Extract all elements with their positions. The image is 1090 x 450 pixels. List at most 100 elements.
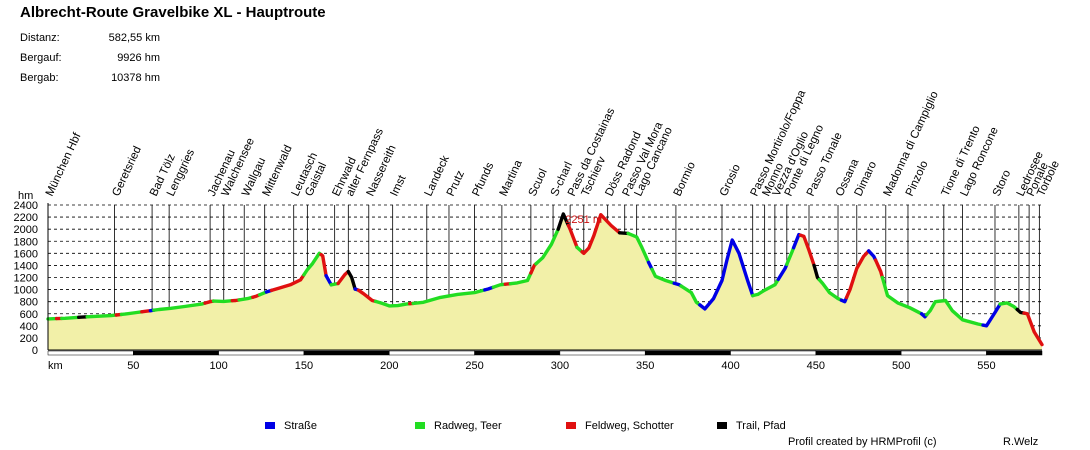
waypoint-label: München Hbf	[44, 130, 84, 198]
y-tick-label: 1200	[14, 273, 38, 285]
descent-value: 10378 hm	[111, 72, 160, 84]
x-tick-label: 450	[807, 360, 825, 372]
y-tick-label: 800	[20, 297, 38, 309]
surface-segment-radweg	[211, 299, 235, 304]
x-axis-label: km	[48, 360, 63, 372]
x-tick-label: 300	[551, 360, 569, 372]
surface-segment-radweg	[411, 288, 487, 306]
distance-value: 582,55 km	[108, 32, 160, 44]
surface-segment-feldweg	[356, 288, 378, 304]
legend-swatch-feldweg	[566, 422, 576, 429]
scale-bar-segment	[303, 350, 390, 356]
y-tick-label: 2000	[14, 224, 38, 236]
scale-bar-segment	[986, 350, 1043, 356]
scale-bar-segment	[815, 350, 902, 356]
surface-segment-feldweg	[580, 212, 622, 256]
surface-segment-radweg	[373, 299, 412, 308]
legend-swatch-trail	[717, 422, 727, 429]
surface-segment-radweg	[650, 267, 676, 285]
x-tick-label: 200	[380, 360, 398, 372]
scale-bar-segment	[389, 350, 475, 356]
x-tick-label: 400	[721, 360, 739, 372]
scale-bar-segment	[644, 350, 731, 356]
waypoint-label: Geretsried	[110, 145, 144, 199]
scale-bar-segment	[474, 350, 561, 356]
y-tick-label: 0	[32, 345, 38, 357]
scale-bar-segment	[900, 350, 987, 356]
y-axis-label: hm	[18, 190, 33, 202]
y-tick-label: 2200	[14, 212, 38, 224]
scale-bar-segment	[559, 350, 646, 356]
surface-segment-radweg	[85, 313, 119, 319]
distance-label: Distanz:	[20, 32, 60, 44]
surface-segment-trail	[76, 315, 89, 319]
legend-label-radweg: Radweg, Teer	[434, 420, 502, 432]
surface-segment-radweg	[679, 284, 702, 307]
y-tick-label: 2400	[14, 200, 38, 212]
x-tick-label: 350	[636, 360, 654, 372]
surface-segment-radweg	[534, 227, 560, 266]
legend-label-trail: Trail, Pfad	[736, 420, 786, 432]
waypoint-label: Bormio	[672, 160, 698, 198]
y-tick-label: 600	[20, 309, 38, 321]
surface-segment-trail	[346, 269, 357, 291]
surface-segment-strasse	[981, 302, 1002, 328]
surface-segment-trail	[556, 212, 571, 231]
surface-segment-radweg	[152, 301, 207, 312]
waypoint-label: Imst	[389, 173, 409, 198]
surface-segment-feldweg	[873, 258, 885, 280]
surface-segment-radweg	[626, 231, 651, 265]
surface-segment-radweg	[491, 282, 507, 289]
surface-segment-radweg	[880, 275, 924, 316]
legend-swatch-radweg	[415, 422, 425, 429]
descent-label: Bergab:	[20, 72, 59, 84]
scale-bar-segment	[133, 350, 219, 356]
surface-segment-radweg	[60, 315, 81, 321]
y-tick-label: 1400	[14, 260, 38, 272]
y-tick-label: 1000	[14, 285, 38, 297]
legend-swatch-strasse	[265, 422, 275, 429]
surface-segment-radweg	[751, 277, 780, 298]
y-tick-label: 200	[20, 333, 38, 345]
x-tick-label: 50	[127, 360, 139, 372]
surface-segment-feldweg	[798, 233, 816, 268]
x-tick-label: 150	[295, 360, 313, 372]
scale-bar-segment	[218, 350, 305, 356]
surface-segment-feldweg	[269, 273, 306, 293]
scale-bar-segment	[47, 350, 134, 356]
surface-segment-strasse	[483, 285, 495, 292]
surface-segment-strasse	[698, 238, 755, 311]
surface-segment-radweg	[237, 295, 255, 302]
ascent-label: Bergauf:	[20, 52, 62, 64]
surface-segment-radweg	[119, 310, 144, 317]
y-tick-label: 1600	[14, 248, 38, 260]
surface-segment-radweg	[925, 298, 985, 327]
surface-segment-feldweg	[566, 223, 579, 250]
waypoint-label: Pfunds	[470, 161, 496, 199]
y-tick-label: 1800	[14, 236, 38, 248]
x-tick-label: 550	[977, 360, 995, 372]
surface-segment-feldweg	[844, 249, 871, 300]
legend-label-strasse: Straße	[284, 420, 317, 432]
surface-segment-strasse	[324, 274, 333, 287]
surface-segment-radweg	[998, 301, 1019, 312]
surface-segment-feldweg	[1022, 311, 1044, 347]
surface-segment-radweg	[508, 271, 533, 286]
scale-bar-segment	[730, 350, 817, 356]
y-tick-label: 400	[20, 321, 38, 333]
surface-segment-radweg	[817, 277, 844, 302]
waypoint-label: Grosio	[718, 162, 743, 198]
ascent-value: 9926 hm	[117, 52, 160, 64]
waypoint-label: Prutz	[445, 169, 467, 199]
author-text: R.Welz	[1003, 436, 1039, 448]
elevation-area	[48, 214, 1042, 350]
waypoint-label: Storo	[991, 168, 1013, 198]
waypoint-label: Scuol	[527, 167, 550, 198]
waypoint-label: Martina	[498, 158, 525, 198]
legend-label-feldweg: Feldweg, Schotter	[585, 420, 674, 432]
x-tick-label: 250	[465, 360, 483, 372]
surface-segment-feldweg	[319, 252, 328, 278]
waypoint-label: Mittenwald	[261, 143, 295, 198]
surface-segment-feldweg	[140, 309, 153, 314]
